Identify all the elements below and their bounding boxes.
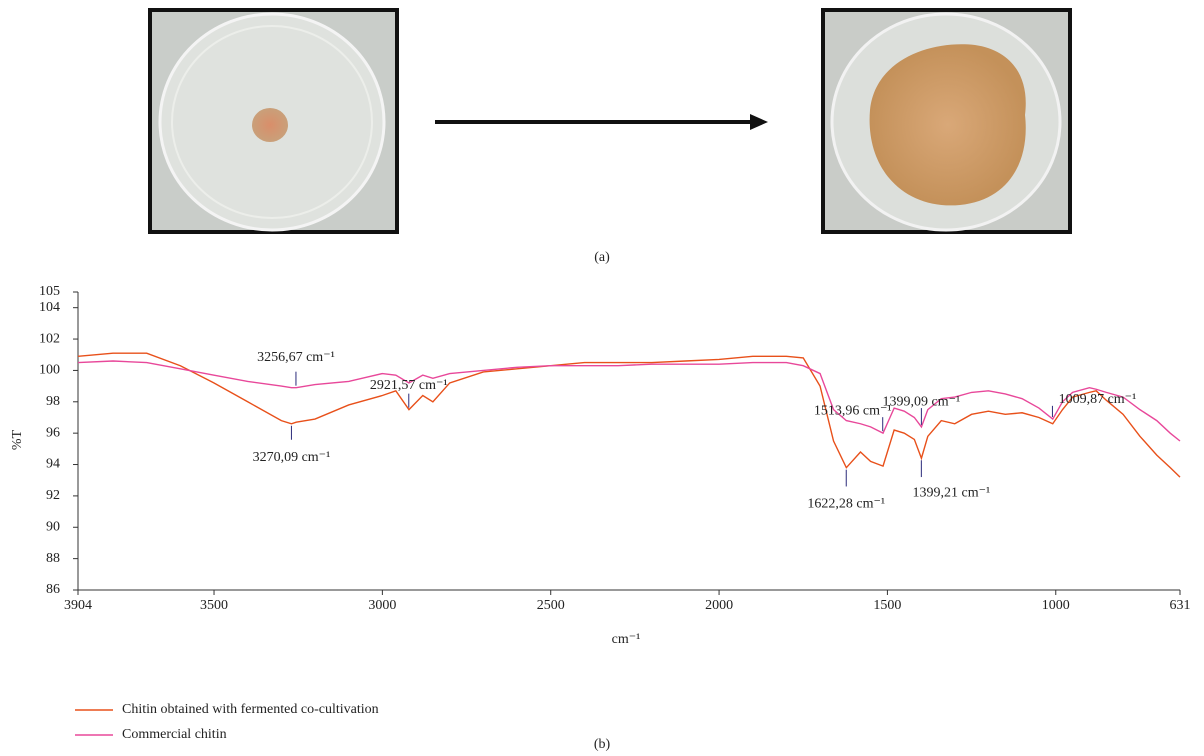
y-tick-label: 88 xyxy=(46,551,60,566)
y-tick-label: 105 xyxy=(39,284,60,299)
series-line xyxy=(78,353,1180,477)
arrow xyxy=(435,114,768,130)
figure: (a) (b) cm⁻¹ %T 868890929496981001021041… xyxy=(0,0,1204,756)
annotation-label: 3270,09 cm⁻¹ xyxy=(253,450,331,465)
x-tick-label: 631 xyxy=(1170,598,1191,613)
annotation-label: 1399,09 cm⁻¹ xyxy=(883,394,961,409)
x-tick-label: 1000 xyxy=(1042,598,1070,613)
series-line xyxy=(78,361,1180,441)
annotation-label: 2921,57 cm⁻¹ xyxy=(370,378,448,393)
annotation-label: 1622,28 cm⁻¹ xyxy=(807,497,885,512)
annotation-label: 3256,67 cm⁻¹ xyxy=(257,350,335,365)
x-tick-label: 2000 xyxy=(705,598,733,613)
x-axis-label: cm⁻¹ xyxy=(612,632,641,647)
y-tick-label: 92 xyxy=(46,488,60,503)
y-tick-label: 102 xyxy=(39,331,60,346)
y-tick-label: 86 xyxy=(46,582,60,597)
annotation-label: 1399,21 cm⁻¹ xyxy=(912,485,990,500)
legend-label: Commercial chitin xyxy=(122,727,227,742)
x-tick-label: 1500 xyxy=(873,598,901,613)
x-tick-label: 2500 xyxy=(537,598,565,613)
y-tick-label: 104 xyxy=(39,300,60,315)
x-tick-label: 3000 xyxy=(368,598,396,613)
panel-label: (b) xyxy=(594,737,611,752)
panel-label: (a) xyxy=(594,250,610,265)
y-tick-label: 100 xyxy=(39,363,60,378)
x-tick-label: 3904 xyxy=(64,598,92,613)
y-tick-label: 94 xyxy=(46,457,60,472)
annotation-label: 1009,87 cm⁻¹ xyxy=(1059,392,1137,407)
annotation-label: 1513,96 cm⁻¹ xyxy=(814,403,892,418)
y-axis-label: %T xyxy=(10,429,25,450)
y-tick-label: 90 xyxy=(46,519,60,534)
photo-after xyxy=(823,10,1070,232)
x-tick-label: 3500 xyxy=(200,598,228,613)
y-tick-label: 96 xyxy=(46,425,60,440)
photo-before xyxy=(150,10,397,232)
legend-label: Chitin obtained with fermented co-cultiv… xyxy=(122,702,379,717)
y-tick-label: 98 xyxy=(46,394,60,409)
